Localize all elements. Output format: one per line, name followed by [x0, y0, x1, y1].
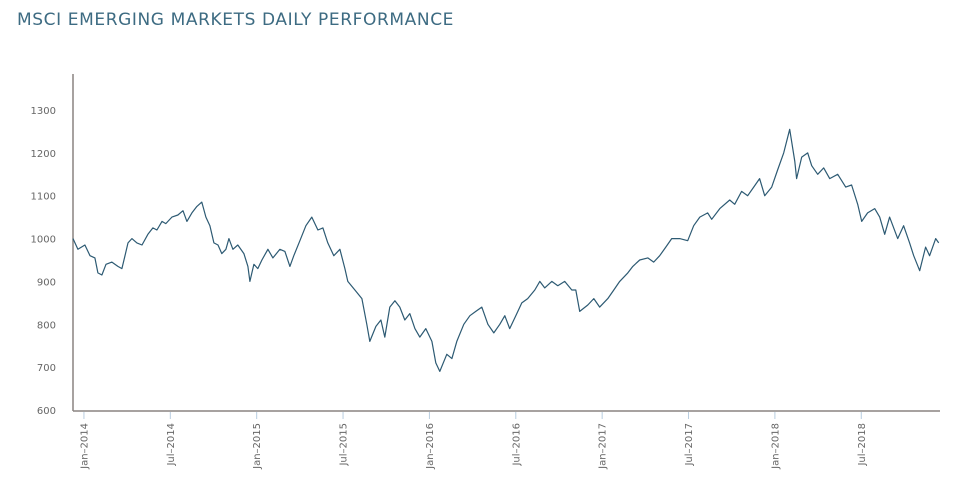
y-tick-label: 700: [37, 363, 56, 374]
y-tick-label: 1200: [31, 149, 56, 160]
x-tick-label: Jan–2018: [770, 423, 781, 470]
x-tick-label: Jul–2015: [339, 423, 350, 467]
x-tick-label: Jul–2018: [857, 423, 868, 467]
x-tick-label: Jan–2016: [425, 423, 436, 470]
y-tick-label: 800: [37, 320, 56, 331]
y-tick-label: 600: [37, 406, 56, 417]
y-tick-label: 1300: [31, 106, 56, 117]
y-tick-label: 1100: [31, 192, 56, 203]
x-tick-label: Jul–2014: [166, 423, 177, 467]
x-tick-label: Jul–2016: [511, 423, 522, 467]
series-line: [72, 128, 940, 372]
y-tick-label: 1000: [31, 235, 56, 246]
y-tick-label: 900: [37, 277, 56, 288]
x-tick-label: Jan–2017: [598, 423, 609, 470]
chart-title: MSCI EMERGING MARKETS DAILY PERFORMANCE: [17, 10, 455, 30]
x-tick-label: Jan–2014: [79, 423, 90, 470]
x-tick-label: Jan–2015: [252, 423, 263, 470]
x-tick-label: Jul–2017: [684, 423, 695, 467]
